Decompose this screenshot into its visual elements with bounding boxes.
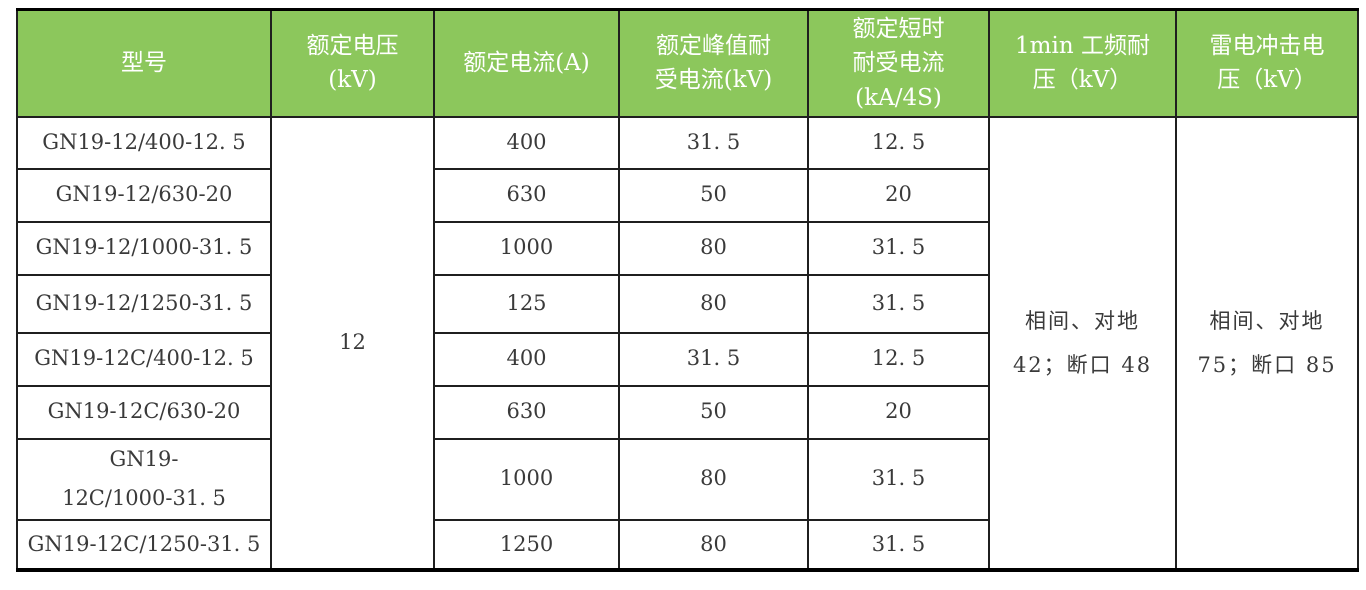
cell-model: GN19-12/400-12. 5 (16, 115, 272, 170)
cell-lightning-merged: 相间、对地 75；断口 85 (1175, 115, 1359, 572)
header-short-time-withstand: 额定短时 耐受电流 (kA/4S) (807, 8, 990, 118)
cell-peak: 80 (618, 273, 809, 334)
cell-model: GN19-12C/630-20 (16, 384, 272, 440)
header-lightning-impulse: 雷电冲击电 压（kV） (1175, 8, 1359, 118)
cell-current: 1250 (433, 519, 620, 572)
cell-short: 12. 5 (807, 115, 990, 170)
cell-short: 31. 5 (807, 437, 990, 522)
cell-model: GN19-12C/400-12. 5 (16, 331, 272, 387)
cell-peak: 80 (618, 220, 809, 276)
cell-peak: 31. 5 (618, 331, 809, 387)
cell-current: 1000 (433, 437, 620, 522)
cell-model: GN19-12/1250-31. 5 (16, 273, 272, 334)
cell-short: 31. 5 (807, 519, 990, 572)
cell-short: 31. 5 (807, 273, 990, 334)
cell-short: 20 (807, 384, 990, 440)
cell-power-freq-merged: 相间、对地 42；断口 48 (988, 115, 1177, 572)
cell-current: 630 (433, 167, 620, 223)
cell-peak: 31. 5 (618, 115, 809, 170)
table-row: GN19-12/1250-31. 5 125 80 31. 5 (16, 273, 1358, 334)
spec-table: 型号 额定电压 (kV) 额定电流(A) 额定峰值耐 受电流(kV) 额定短时 … (16, 8, 1359, 573)
cell-short: 31. 5 (807, 220, 990, 276)
cell-current: 400 (433, 115, 620, 170)
table-header-row: 型号 额定电压 (kV) 额定电流(A) 额定峰值耐 受电流(kV) 额定短时 … (16, 8, 1359, 118)
cell-peak: 80 (618, 519, 809, 572)
cell-model: GN19-12/630-20 (16, 167, 272, 223)
header-rated-voltage: 额定电压 (kV) (270, 8, 435, 118)
table-row: GN19-12C/1250-31. 5 1250 80 31. 5 (16, 519, 1358, 572)
header-power-freq-withstand: 1min 工频耐 压（kV） (988, 8, 1177, 118)
cell-current: 400 (433, 331, 620, 387)
table-row: GN19- 12C/1000-31. 5 1000 80 31. 5 (16, 437, 1358, 522)
cell-current: 630 (433, 384, 620, 440)
cell-short: 20 (807, 167, 990, 223)
cell-rated-voltage-merged: 12 (270, 115, 435, 572)
header-rated-current: 额定电流(A) (433, 8, 620, 118)
table-row: GN19-12C/400-12. 5 400 31. 5 12. 5 (16, 331, 1358, 387)
header-model: 型号 (16, 8, 272, 118)
cell-model: GN19- 12C/1000-31. 5 (16, 437, 272, 522)
cell-current: 125 (433, 273, 620, 334)
table-row: GN19-12/400-12. 5 12 400 31. 5 12. 5 相间、… (16, 115, 1359, 572)
cell-current: 1000 (433, 220, 620, 276)
cell-peak: 50 (618, 384, 809, 440)
table-row: GN19-12C/630-20 630 50 20 (16, 384, 1358, 440)
cell-model: GN19-12/1000-31. 5 (16, 220, 272, 276)
cell-model: GN19-12C/1250-31. 5 (16, 519, 272, 572)
header-peak-withstand: 额定峰值耐 受电流(kV) (618, 8, 809, 118)
cell-short: 12. 5 (807, 331, 990, 387)
table-row: GN19-12/1000-31. 5 1000 80 31. 5 (16, 220, 1358, 276)
cell-peak: 50 (618, 167, 809, 223)
table-row: GN19-12/630-20 630 50 20 (16, 167, 1358, 223)
cell-peak: 80 (618, 437, 809, 522)
